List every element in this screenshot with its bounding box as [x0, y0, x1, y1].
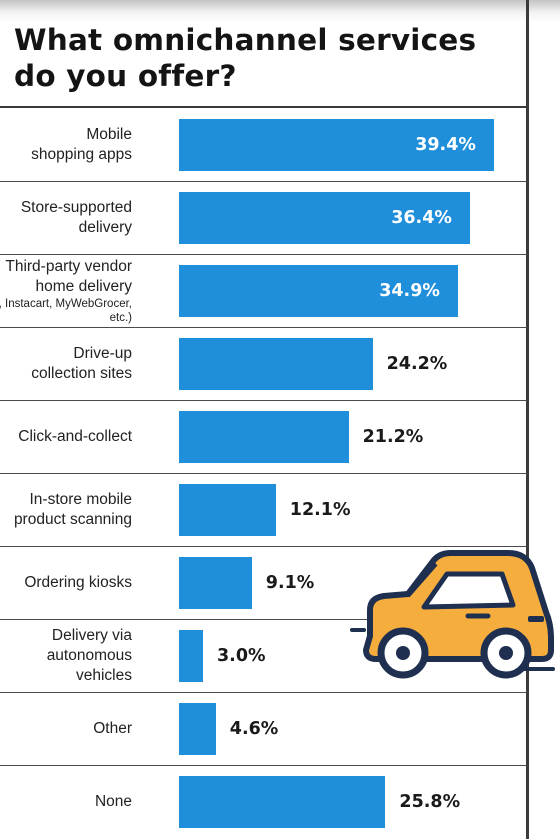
- bar-none: [179, 775, 386, 828]
- title-divider: [0, 106, 527, 108]
- bar-ordering-kiosks: [179, 556, 252, 609]
- bar-store-supported-delivery: [179, 191, 471, 244]
- value-label-in-store-mobile-product-scanning: 12.1%: [289, 499, 351, 520]
- bar-chart: Mobile shopping apps 39.4% Store-supported d…: [0, 108, 527, 839]
- bar-in-store-mobile-product-scanning: [179, 483, 276, 536]
- value-label-delivery-via-autonomous-vehicles: 3.0%: [217, 645, 266, 666]
- row-divider: [0, 400, 527, 401]
- category-label-click-and-collect: Click-and-collect: [18, 427, 132, 445]
- row-divider: [0, 765, 527, 766]
- value-label-third-party-vendor-home-delivery: 34.9%: [379, 280, 440, 301]
- category-label-none: None: [94, 792, 132, 810]
- bar-mobile-shopping-apps: [179, 118, 495, 171]
- row-divider: [0, 546, 527, 547]
- chart-title: What omnichannel services do you offer?: [14, 23, 477, 93]
- value-label-mobile-shopping-apps: 39.4%: [415, 134, 476, 155]
- value-label-click-and-collect: 21.2%: [362, 426, 424, 447]
- category-label-ordering-kiosks: Ordering kiosks: [24, 573, 132, 591]
- row-divider: [0, 619, 527, 620]
- value-label-ordering-kiosks: 9.1%: [265, 572, 315, 593]
- car-icon: [350, 550, 555, 679]
- value-label-other: 4.6%: [229, 718, 279, 739]
- category-note: (e.g., Instacart, MyWebGrocer, etc.): [0, 297, 132, 324]
- category-label-delivery-via-autonomous-vehicles: Delivery via autonomous vehicles: [46, 626, 132, 684]
- bar-drive-up-collection-sites: [179, 337, 373, 390]
- bar-click-and-collect: [179, 410, 349, 463]
- page-right-border: [526, 0, 529, 839]
- bar-third-party-vendor-home-delivery: [179, 264, 459, 317]
- row-divider: [0, 327, 527, 328]
- category-label-in-store-mobile-product-scanning: In-store mobile product scanning: [13, 490, 132, 528]
- row-divider: [0, 473, 527, 474]
- bar-other: [179, 702, 216, 755]
- category-label-other: Other: [93, 719, 132, 737]
- value-label-drive-up-collection-sites: 24.2%: [386, 353, 448, 374]
- row-divider: [0, 254, 527, 255]
- category-label-drive-up-collection-sites: Drive-up collection sites: [31, 344, 132, 382]
- value-label-store-supported-delivery: 36.4%: [391, 207, 452, 228]
- row-divider: [0, 692, 527, 693]
- category-label-store-supported-delivery: Store-supported delivery: [20, 198, 132, 236]
- value-label-none: 25.8%: [399, 791, 461, 812]
- category-label-mobile-shopping-apps: Mobile shopping apps: [31, 125, 132, 163]
- bar-delivery-via-autonomous-vehicles: [179, 629, 203, 682]
- row-divider: [0, 181, 527, 182]
